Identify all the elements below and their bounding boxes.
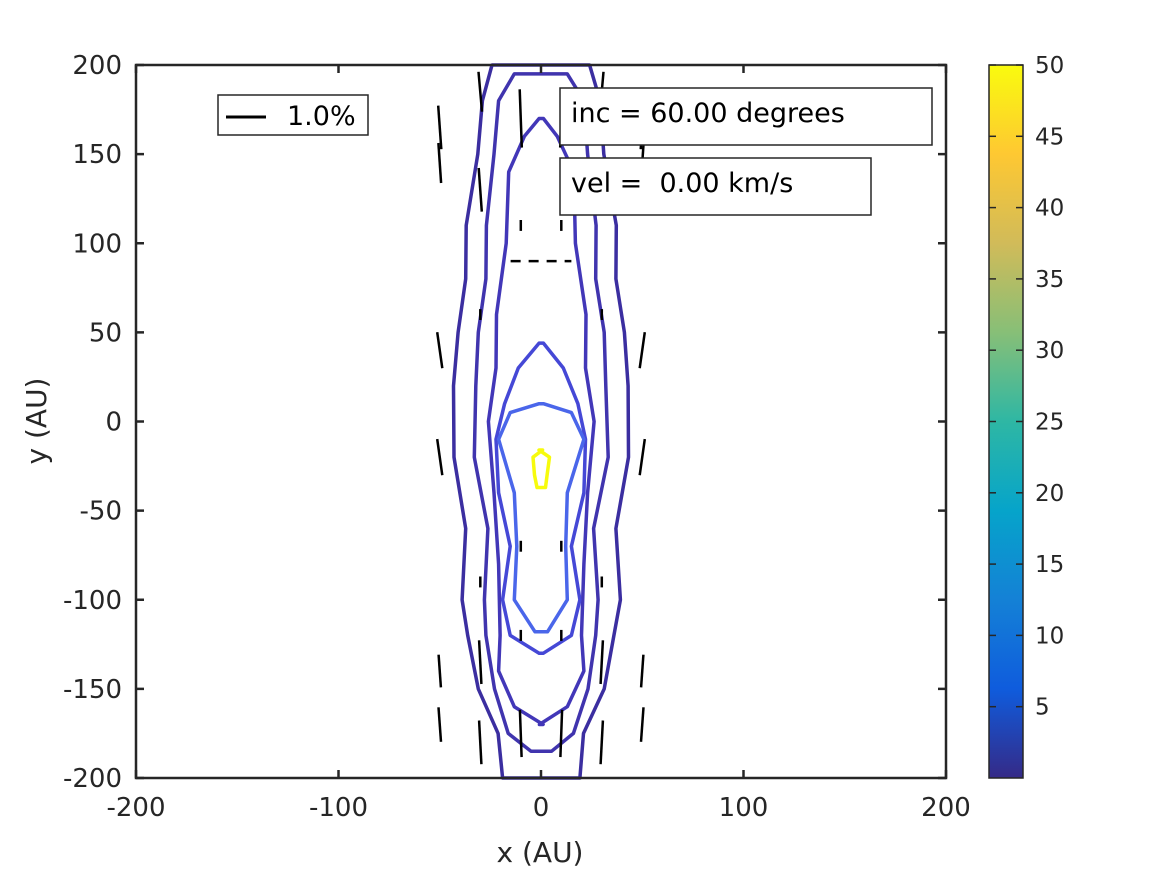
x-tick-label: 0 bbox=[533, 793, 550, 823]
polarization-vector bbox=[477, 640, 483, 685]
polarization-vector bbox=[559, 709, 564, 758]
contour-level-3 bbox=[486, 116, 596, 727]
polarization-vector bbox=[437, 654, 443, 688]
polarization-vector bbox=[518, 89, 524, 148]
legend-box bbox=[217, 94, 369, 136]
colorbar-tick-label: 35 bbox=[1035, 267, 1064, 293]
polarization-vector bbox=[518, 709, 523, 758]
colorbar-tick-label: 5 bbox=[1035, 695, 1050, 721]
axis-ticks: -200 -100 0 100 200 -200 -150 -100 -50 0 50 100 150 2… bbox=[63, 51, 971, 823]
y-tick-label: -200 bbox=[63, 764, 122, 794]
polarization-vector bbox=[639, 654, 645, 688]
colorbar-tick-label: 50 bbox=[1035, 53, 1064, 79]
annotation-velocity: vel = 0.00 km/s bbox=[559, 157, 872, 216]
polarization-vector bbox=[477, 167, 484, 212]
annotation-velocity-text: vel = 0.00 km/s bbox=[571, 168, 793, 199]
polarization-vector bbox=[638, 332, 647, 369]
y-tick-label: 50 bbox=[89, 318, 122, 348]
polarization-vector bbox=[437, 707, 443, 742]
polarization-vector bbox=[638, 438, 647, 476]
polarization-vector bbox=[639, 707, 645, 742]
contour-level-6 bbox=[494, 341, 588, 655]
colorbar-tick-label: 45 bbox=[1035, 124, 1064, 150]
colorbar-tick-label: 15 bbox=[1035, 552, 1064, 578]
colorbar-tick-label: 40 bbox=[1035, 196, 1064, 222]
contour-level-50 bbox=[531, 448, 552, 490]
polarization-vector bbox=[477, 71, 484, 112]
plot-content bbox=[435, 63, 647, 780]
legend-label: 1.0% bbox=[287, 101, 356, 132]
polarization-vector bbox=[477, 720, 483, 765]
x-axis-label: x (AU) bbox=[497, 836, 584, 869]
colorbar-tick-label: 30 bbox=[1035, 338, 1064, 364]
colorbar-ticks: 5 10 15 20 25 30 35 40 45 50 bbox=[989, 53, 1064, 721]
legend: 1.0% bbox=[217, 94, 369, 136]
polarization-vector bbox=[435, 438, 444, 476]
colorbar-tick-label: 10 bbox=[1035, 623, 1064, 649]
y-tick-label: 150 bbox=[72, 140, 122, 170]
polarization-vector bbox=[435, 332, 444, 369]
y-tick-label: 200 bbox=[72, 51, 122, 81]
y-tick-label: 0 bbox=[105, 408, 122, 438]
x-tick-label: -100 bbox=[309, 793, 368, 823]
y-tick-label: -150 bbox=[63, 675, 122, 705]
y-tick-label: 100 bbox=[72, 229, 122, 259]
x-tick-label: 200 bbox=[921, 793, 971, 823]
colorbar-tick-label: 20 bbox=[1035, 481, 1064, 507]
annotation-inclination-box bbox=[559, 87, 933, 146]
x-tick-label: -200 bbox=[106, 793, 165, 823]
polarization-vector bbox=[599, 640, 605, 685]
contour-level-10 bbox=[496, 401, 586, 634]
y-tick-label: -100 bbox=[63, 586, 122, 616]
y-axis-label: y (AU) bbox=[20, 378, 53, 465]
annotation-inclination-text: inc = 60.00 degrees bbox=[571, 98, 845, 129]
contour-level-2 bbox=[472, 72, 610, 754]
y-tick-label: -50 bbox=[80, 497, 122, 527]
annotation-inclination: inc = 60.00 degrees bbox=[559, 87, 933, 146]
polarization-vector bbox=[599, 720, 605, 765]
polarization-vector bbox=[436, 105, 443, 150]
x-tick-label: 100 bbox=[719, 793, 769, 823]
polarization-vector bbox=[437, 142, 443, 184]
annotation-velocity-box bbox=[559, 157, 872, 216]
colorbar-tick-label: 25 bbox=[1035, 410, 1064, 436]
